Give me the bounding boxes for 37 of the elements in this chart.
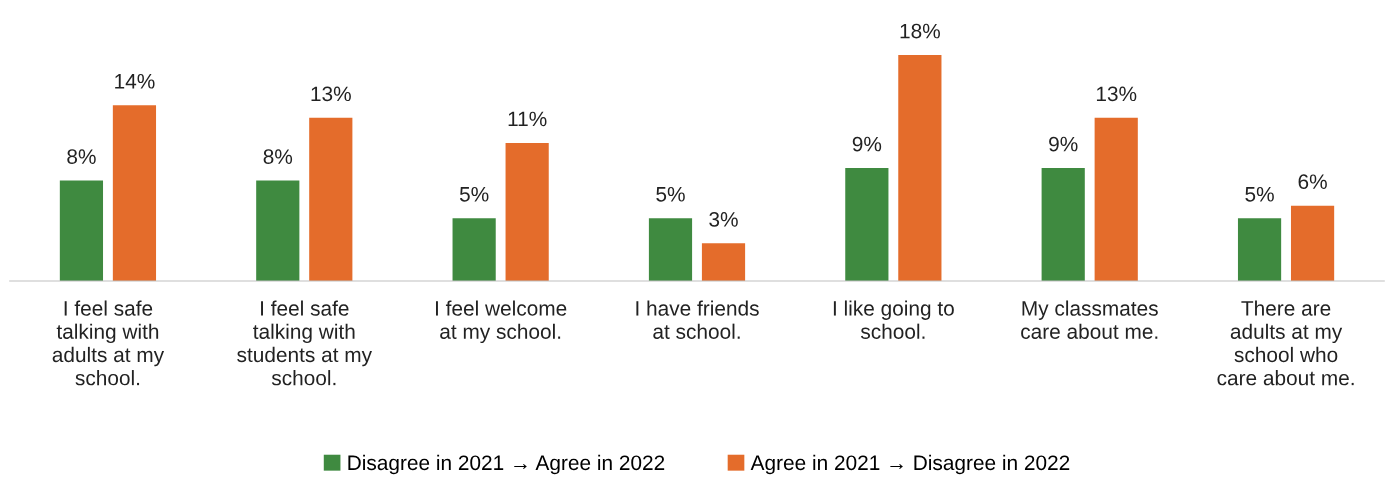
x-tick-label: I like going to school. (833, 300, 954, 339)
bar (452, 218, 496, 282)
bar (1094, 117, 1138, 282)
data-label: 11% (508, 111, 547, 127)
x-tick-label: There are adults at my school who care about me. (1217, 300, 1354, 386)
bar (309, 117, 353, 282)
bar (112, 105, 157, 282)
bar (1290, 205, 1335, 282)
legend-label: Agree in 2021 → Disagree in 2022 (750, 454, 1070, 475)
x-tick-label: I feel safe talking with students at my school. (237, 300, 372, 386)
data-label: 8% (67, 149, 96, 164)
bar (898, 55, 942, 282)
data-label: 5% (1245, 186, 1274, 202)
data-label: 3% (709, 211, 738, 227)
data-label: 8% (263, 149, 293, 164)
bar (648, 218, 693, 282)
x-tick-label: I feel welcome at my school. (435, 300, 567, 344)
bar (845, 168, 889, 282)
bar (1041, 168, 1085, 282)
x-tick-label: I feel safe talking with adults at my school. (52, 300, 165, 386)
data-label: 14% (115, 73, 155, 89)
data-label: 6% (1298, 174, 1327, 190)
data-label: 13% (311, 86, 351, 102)
bar (1237, 218, 1282, 282)
legend-label: Disagree in 2021 → Agree in 2022 (348, 454, 665, 475)
data-label: 18% (900, 23, 940, 39)
data-label: 5% (459, 186, 489, 202)
bar (59, 180, 104, 282)
data-label: 5% (656, 186, 685, 202)
data-label: 13% (1096, 86, 1137, 102)
bar (256, 180, 300, 282)
x-tick-label: My classmates care about me. (1021, 300, 1158, 339)
bar (701, 243, 746, 282)
data-label: 9% (1049, 136, 1078, 152)
data-label: 9% (852, 136, 882, 152)
x-tick-label: I have friends at school. (636, 300, 759, 339)
bar (505, 142, 549, 282)
